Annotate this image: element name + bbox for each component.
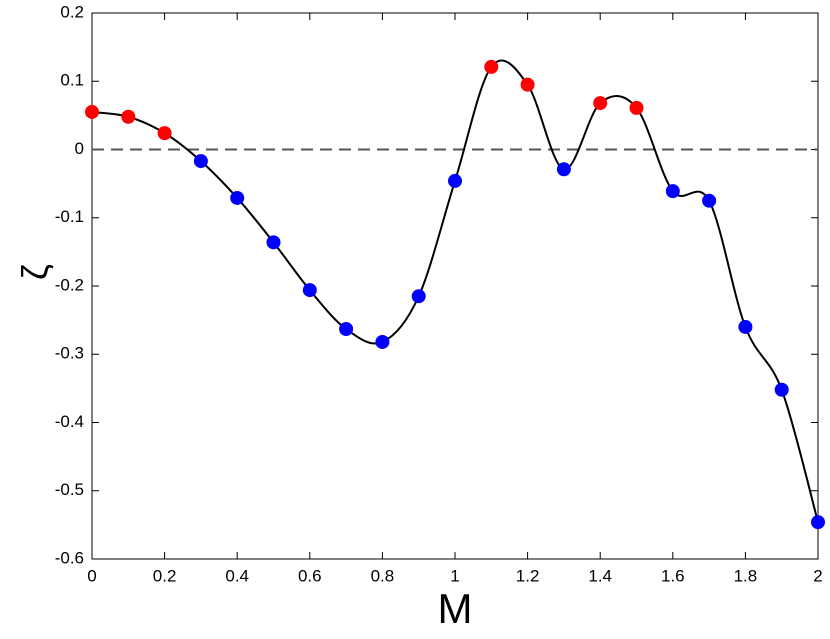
data-point xyxy=(665,184,680,199)
data-point xyxy=(411,289,426,304)
x-tick-label: 0.4 xyxy=(225,566,249,585)
x-tick-label: 1.4 xyxy=(588,566,612,585)
data-point xyxy=(230,190,245,205)
data-point xyxy=(193,154,208,169)
plot-frame xyxy=(91,12,819,560)
y-tick-label: -0.4 xyxy=(55,412,84,431)
data-point xyxy=(266,235,281,250)
y-tick-label: -0.3 xyxy=(55,344,84,363)
data-point xyxy=(702,193,717,208)
data-point xyxy=(738,319,753,334)
data-point xyxy=(774,382,789,397)
y-tick-label: 0 xyxy=(75,139,84,158)
y-tick-label: -0.1 xyxy=(55,207,84,226)
data-point xyxy=(302,283,317,298)
x-tick-label: 1.6 xyxy=(661,566,685,585)
data-point xyxy=(448,173,462,188)
data-point xyxy=(556,162,571,177)
x-tick-label: 0.2 xyxy=(153,566,177,585)
x-tick-label: 1 xyxy=(450,566,459,585)
data-point xyxy=(811,515,825,530)
x-tick-label: 1.2 xyxy=(516,566,540,585)
data-point xyxy=(157,126,172,141)
x-tick-label: 1.8 xyxy=(734,566,758,585)
x-tick-label: 0 xyxy=(87,566,96,585)
data-point xyxy=(339,321,354,336)
x-tick-label: 0.6 xyxy=(298,566,322,585)
data-point xyxy=(629,100,644,115)
y-tick-label: -0.6 xyxy=(55,548,84,567)
data-point xyxy=(121,109,136,124)
y-tick-label: 0.1 xyxy=(60,71,84,90)
y-tick-label: 0.2 xyxy=(60,2,84,21)
x-tick-label: 2 xyxy=(813,566,822,585)
data-point xyxy=(520,77,535,92)
data-point xyxy=(593,96,608,111)
data-point xyxy=(85,104,99,119)
y-tick-label: -0.2 xyxy=(55,275,84,294)
data-point xyxy=(484,59,499,74)
y-tick-label: -0.5 xyxy=(55,480,84,499)
data-point xyxy=(375,334,390,349)
y-axis-label: ζ xyxy=(15,264,56,280)
x-tick-label: 0.8 xyxy=(371,566,395,585)
x-axis-label: M xyxy=(438,585,473,632)
curve xyxy=(91,59,819,523)
